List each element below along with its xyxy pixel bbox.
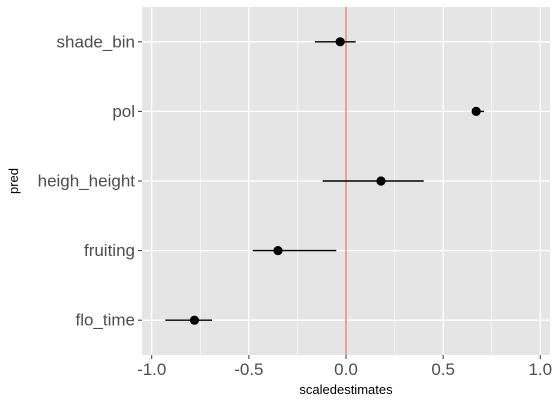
point-fruiting — [273, 246, 283, 256]
y-axis-title: pred — [6, 168, 21, 194]
x-tick-label: 1.0 — [528, 360, 552, 379]
x-tick-label: -1.0 — [137, 360, 166, 379]
y-tick-label: pol — [112, 102, 135, 121]
point-flo_time — [189, 315, 200, 325]
x-axis-ticks: -1.0 -0.5 0.0 0.5 1.0 — [137, 355, 552, 379]
x-tick-label: 0.0 — [334, 360, 358, 379]
y-tick-label: fruiting — [84, 241, 135, 260]
point-pol — [471, 106, 481, 116]
y-tick-label: shade_bin — [57, 32, 135, 51]
point-shade_bin — [335, 37, 345, 47]
y-tick-label: heigh_height — [38, 172, 136, 191]
x-tick-label: -0.5 — [234, 360, 263, 379]
x-tick-label: 0.5 — [431, 360, 455, 379]
point-heigh_height — [376, 176, 386, 186]
y-tick-label: flo_time — [75, 311, 135, 330]
error-bars — [165, 41, 484, 321]
x-axis-title: scaledestimates — [299, 382, 393, 397]
estimate-points — [189, 37, 481, 325]
